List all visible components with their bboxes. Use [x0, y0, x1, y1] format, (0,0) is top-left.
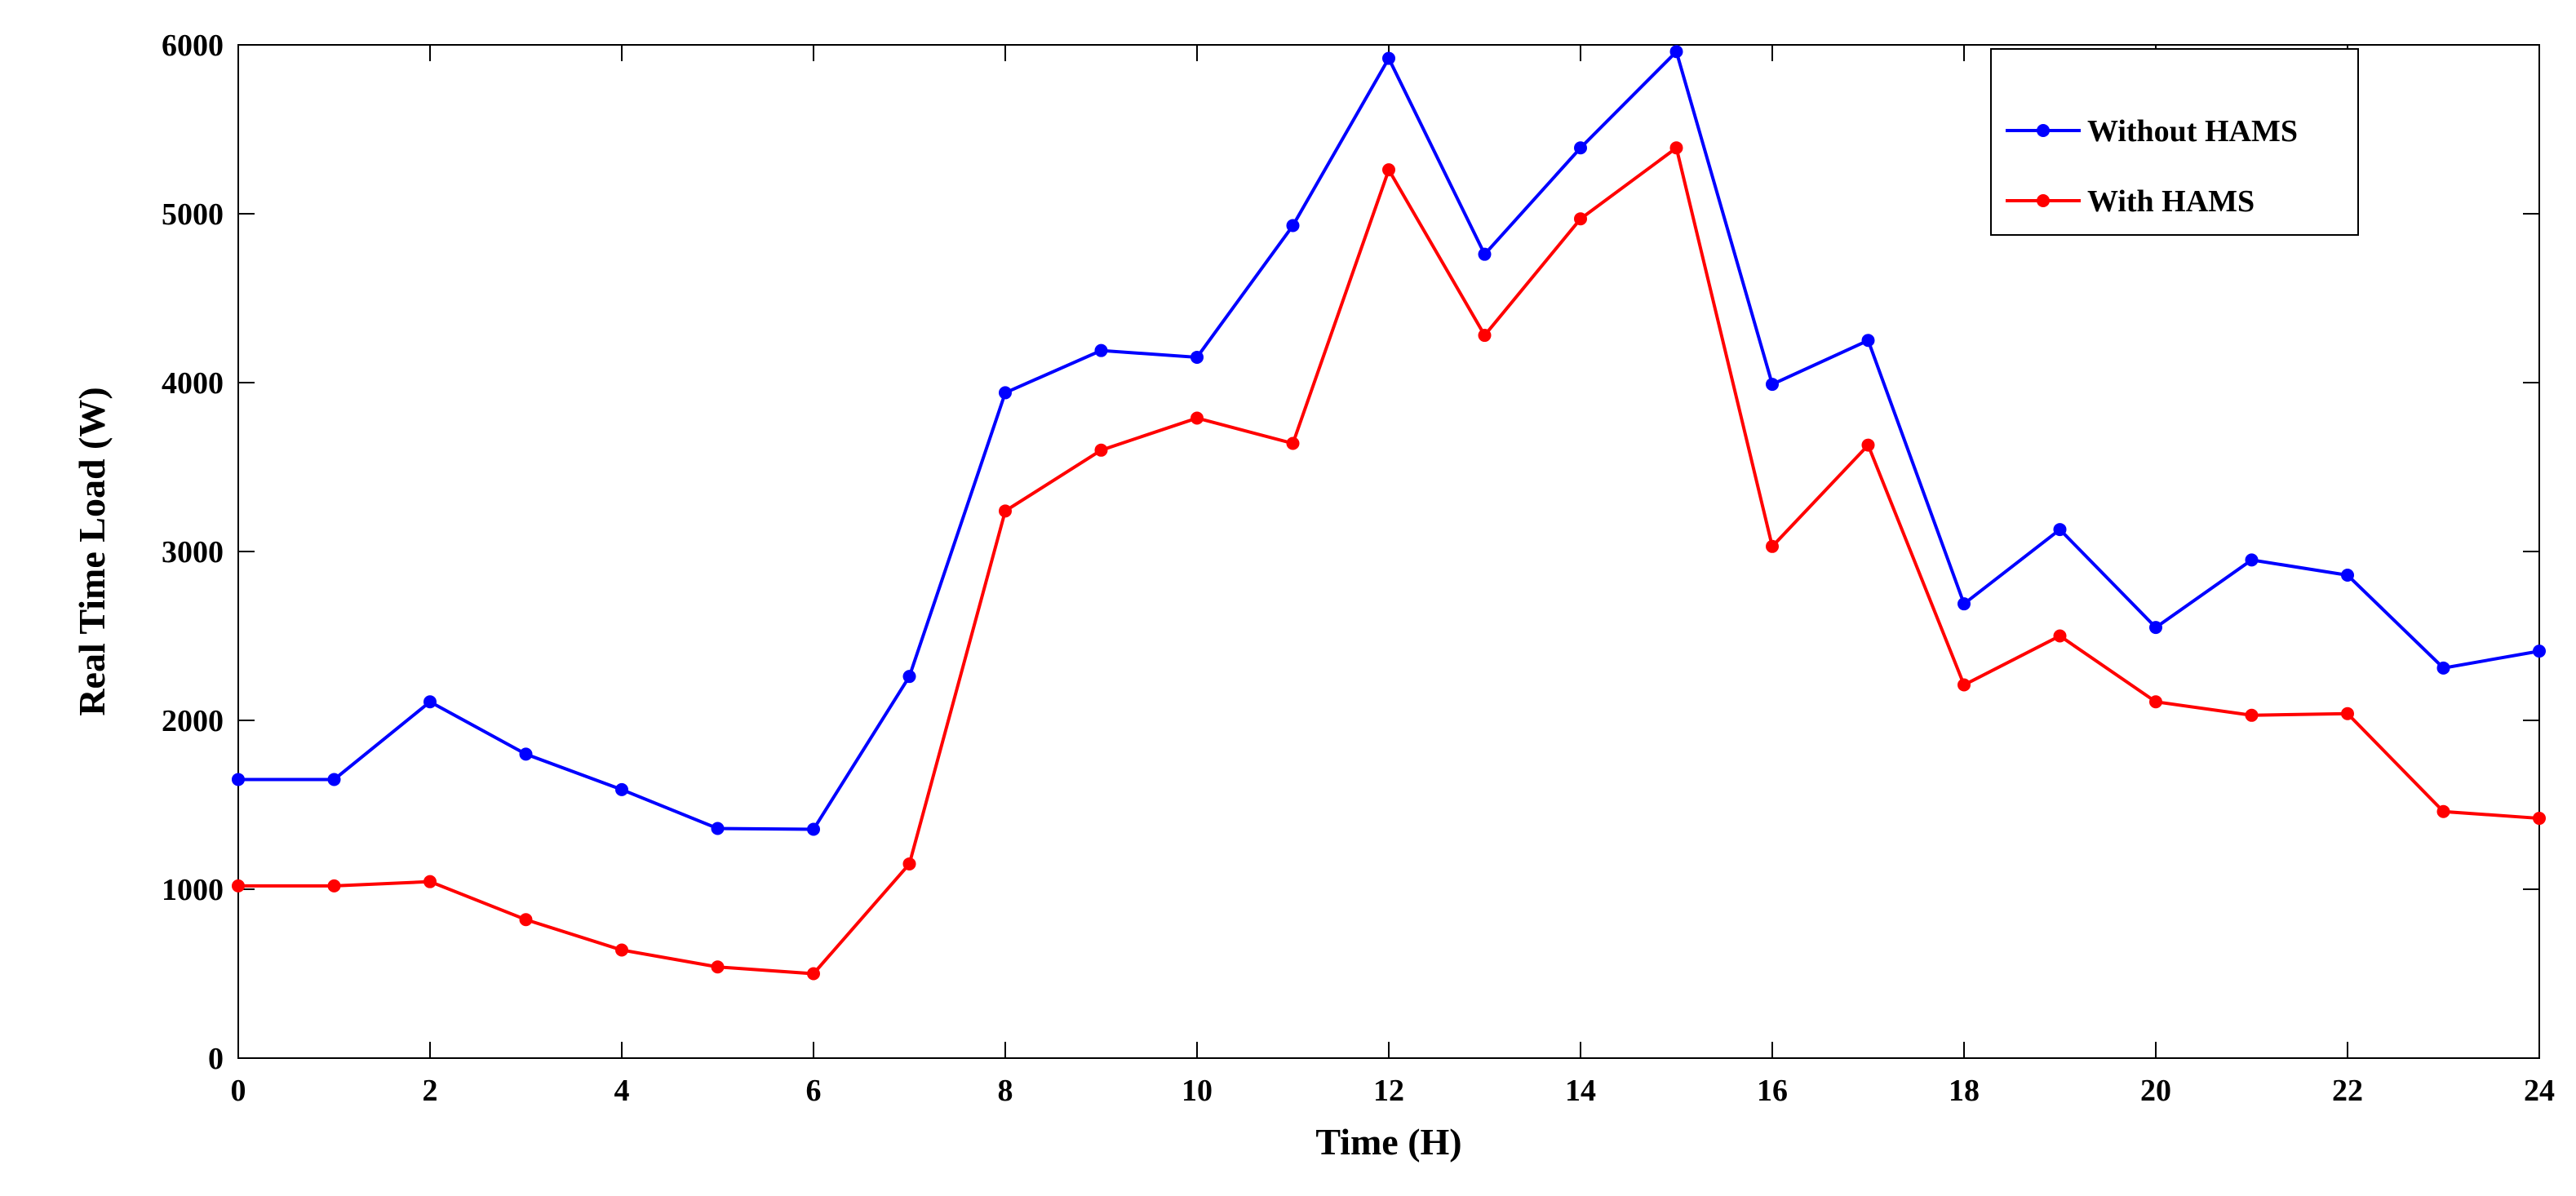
data-point [1478, 247, 1492, 261]
data-point [1286, 219, 1300, 233]
x-tick-label: 14 [1565, 1074, 1596, 1108]
data-point [2436, 804, 2450, 818]
data-point [615, 782, 628, 796]
x-tick-label: 6 [806, 1074, 822, 1108]
data-point [519, 913, 533, 927]
y-tick-label: 6000 [162, 29, 224, 63]
data-point [327, 879, 341, 893]
data-point [327, 773, 341, 786]
data-point [1574, 141, 1587, 155]
x-tick-label: 2 [423, 1074, 438, 1108]
data-point [711, 960, 725, 974]
data-point [999, 504, 1012, 518]
y-tick-label: 1000 [162, 873, 224, 907]
legend-label: Without HAMS [2087, 114, 2298, 148]
x-tick-label: 16 [1757, 1074, 1788, 1108]
x-tick-label: 24 [2524, 1074, 2555, 1108]
data-point [1190, 411, 1204, 425]
data-point [1766, 539, 1779, 553]
x-tick-label: 22 [2332, 1074, 2363, 1108]
legend-label: With HAMS [2087, 184, 2255, 219]
y-tick-label: 0 [208, 1042, 224, 1076]
data-point [1861, 334, 1875, 348]
y-tick-label: 5000 [162, 197, 224, 232]
data-point [1669, 45, 1683, 59]
x-tick-label: 18 [1949, 1074, 1980, 1108]
plot-area: 0 2 4 6 8 10 12 14 16 18 20 22 24 010002000300040005… [162, 29, 2555, 1108]
x-tick-label: 20 [2140, 1074, 2171, 1108]
data-point [2053, 629, 2067, 643]
data-point [999, 386, 1012, 400]
x-tick-label: 4 [614, 1074, 630, 1108]
data-point [232, 879, 245, 893]
data-point [1094, 343, 1108, 357]
y-tick-label: 2000 [162, 704, 224, 738]
y-axis-ticks: 0 1000 2000 3000 4000 5000 6000 [162, 29, 2539, 1076]
legend: Without HAMS With HAMS [1990, 48, 2359, 236]
x-tick-label: 10 [1182, 1074, 1213, 1108]
data-point [902, 857, 916, 870]
data-point [232, 773, 245, 786]
series-layer [232, 45, 2546, 981]
data-point [2245, 708, 2259, 722]
x-tick-label: 0 [231, 1074, 246, 1108]
data-point [2149, 621, 2162, 635]
data-point [1286, 436, 1300, 450]
x-axis-ticks: 0 2 4 6 8 10 12 14 16 18 20 22 24 [231, 45, 2555, 1108]
x-axis-title: Time (H) [1315, 1121, 1461, 1163]
data-point [1094, 443, 1108, 457]
x-tick-label: 12 [1373, 1074, 1404, 1108]
y-axis-title: Real Time Load (W) [71, 387, 113, 715]
data-point [1382, 51, 1395, 65]
data-point [1478, 329, 1492, 343]
y-tick-label: 4000 [162, 366, 224, 401]
data-point [2533, 645, 2546, 658]
data-point [2341, 568, 2354, 582]
data-point [615, 943, 628, 957]
data-point [1382, 163, 1395, 177]
data-point [1861, 438, 1875, 452]
data-point [1766, 378, 1779, 392]
data-point [807, 967, 820, 981]
data-point [423, 695, 437, 709]
data-point [519, 747, 533, 761]
data-point [1669, 141, 1683, 155]
x-tick-label: 8 [998, 1074, 1013, 1108]
legend-swatch-marker [2037, 194, 2050, 207]
data-point [2149, 695, 2162, 709]
legend-box [1990, 48, 2359, 236]
legend-swatch-marker [2037, 124, 2050, 137]
data-point [2053, 523, 2067, 537]
data-point [1574, 212, 1587, 226]
data-point [1957, 597, 1971, 611]
data-point [1957, 678, 1971, 692]
data-point [423, 875, 437, 888]
data-point [902, 670, 916, 684]
data-point [2436, 661, 2450, 675]
y-tick-label: 3000 [162, 535, 224, 569]
data-point [807, 822, 820, 836]
data-point [2245, 553, 2259, 567]
data-point [2533, 812, 2546, 826]
data-point [1190, 350, 1204, 364]
data-point [711, 822, 725, 835]
data-point [2341, 707, 2354, 720]
